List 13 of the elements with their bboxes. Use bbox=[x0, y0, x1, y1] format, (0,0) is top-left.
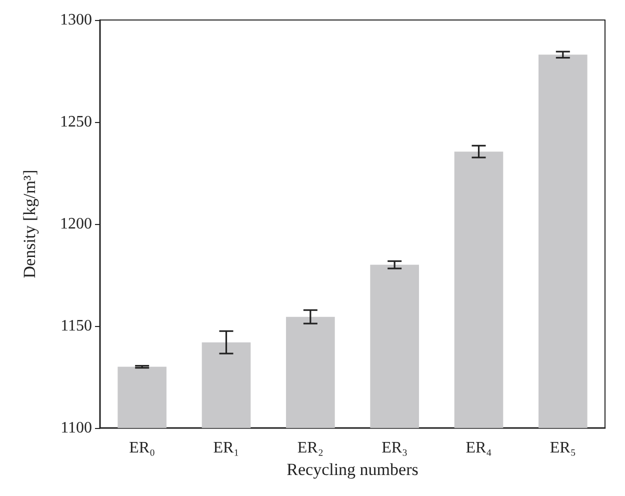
x-tick-label: ER₁ bbox=[213, 440, 240, 456]
x-tick-label: ER₂ bbox=[297, 440, 324, 456]
y-tick-label: 1250 bbox=[60, 114, 92, 130]
y-tick-label: 1300 bbox=[60, 12, 92, 28]
y-tick-label: 1100 bbox=[60, 420, 92, 436]
x-tick-label: ER₃ bbox=[382, 440, 408, 456]
x-tick-label: ER₄ bbox=[466, 440, 492, 456]
x-tick-label: ER₅ bbox=[550, 440, 576, 456]
x-tick-label: ER₀ bbox=[129, 440, 156, 456]
x-axis-title: Recycling numbers bbox=[286, 460, 418, 479]
y-tick-label: 1200 bbox=[60, 216, 92, 232]
y-axis-title: Density [kg/m³] bbox=[20, 170, 39, 278]
y-tick-label: 1150 bbox=[60, 318, 92, 334]
